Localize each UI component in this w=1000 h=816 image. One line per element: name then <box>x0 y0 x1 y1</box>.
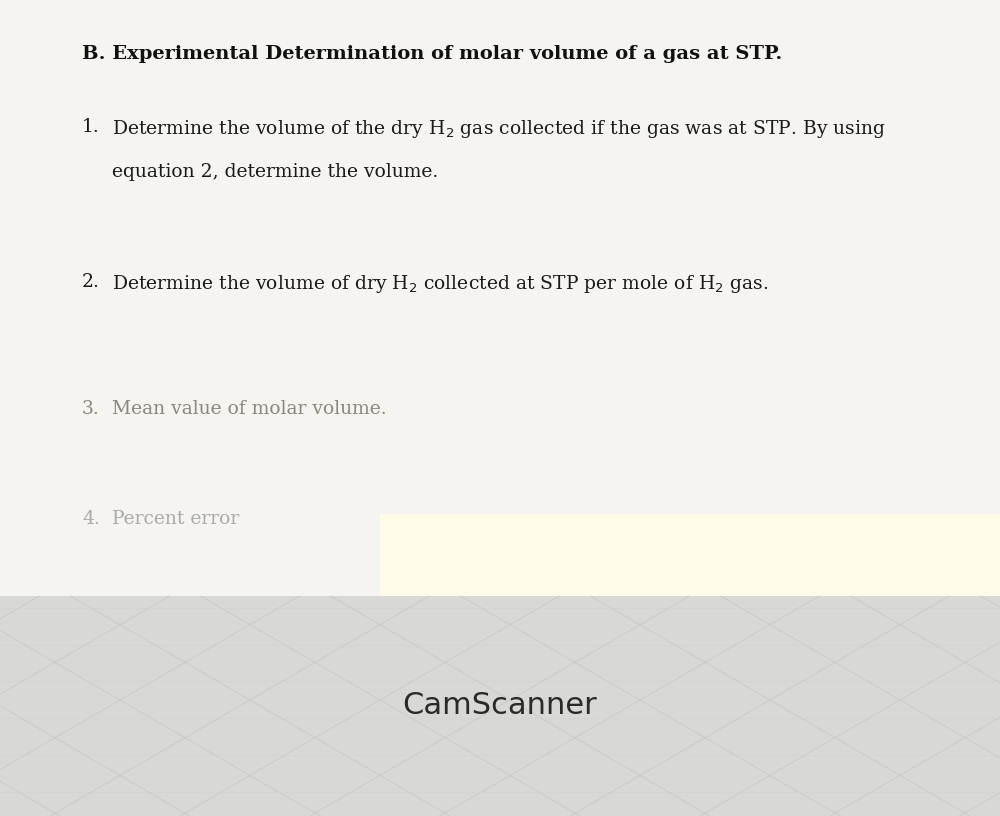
Text: Percent error: Percent error <box>112 510 239 528</box>
Text: 4.: 4. <box>82 510 100 528</box>
Bar <box>380 514 1000 596</box>
Text: 1.: 1. <box>82 118 100 136</box>
Text: CamScanner: CamScanner <box>403 691 597 721</box>
Bar <box>0 0 1000 596</box>
Text: 2.: 2. <box>82 273 100 291</box>
Text: B. Experimental Determination of molar volume of a gas at STP.: B. Experimental Determination of molar v… <box>82 45 782 63</box>
Text: 3.: 3. <box>82 400 100 418</box>
Text: Determine the volume of dry H$_2$ collected at STP per mole of H$_2$ gas.: Determine the volume of dry H$_2$ collec… <box>112 273 768 295</box>
Text: Determine the volume of the dry H$_2$ gas collected if the gas was at STP. By us: Determine the volume of the dry H$_2$ ga… <box>112 118 886 140</box>
Text: Mean value of molar volume.: Mean value of molar volume. <box>112 400 387 418</box>
Bar <box>0 596 1000 816</box>
Text: equation 2, determine the volume.: equation 2, determine the volume. <box>112 163 438 181</box>
